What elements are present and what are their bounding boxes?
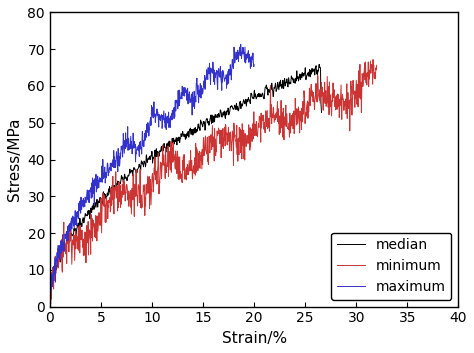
median <box>204 117 210 121</box>
median <box>211 115 217 120</box>
median <box>47 305 53 309</box>
median <box>280 78 286 82</box>
minimum <box>47 302 53 306</box>
maximum <box>183 88 189 92</box>
maximum <box>83 201 89 205</box>
maximum <box>100 180 105 184</box>
minimum <box>187 169 193 173</box>
median <box>316 62 322 66</box>
Y-axis label: Stress/MPa: Stress/MPa <box>7 118 22 201</box>
median <box>64 239 69 243</box>
maximum <box>251 64 257 68</box>
maximum <box>167 125 173 130</box>
maximum <box>139 129 145 133</box>
maximum <box>201 82 207 86</box>
median <box>219 113 225 117</box>
Line: maximum: maximum <box>50 44 254 307</box>
minimum <box>83 261 89 265</box>
maximum <box>238 42 244 46</box>
minimum <box>370 58 376 62</box>
minimum <box>374 63 380 67</box>
median <box>318 66 323 71</box>
Legend: median, minimum, maximum: median, minimum, maximum <box>331 233 451 300</box>
minimum <box>47 288 53 292</box>
minimum <box>329 92 335 96</box>
minimum <box>280 135 286 139</box>
minimum <box>133 193 138 197</box>
Line: median: median <box>50 64 320 307</box>
maximum <box>47 305 53 309</box>
median <box>252 94 258 98</box>
minimum <box>293 117 299 121</box>
Line: minimum: minimum <box>50 60 377 304</box>
X-axis label: Strain/%: Strain/% <box>221 331 287 346</box>
